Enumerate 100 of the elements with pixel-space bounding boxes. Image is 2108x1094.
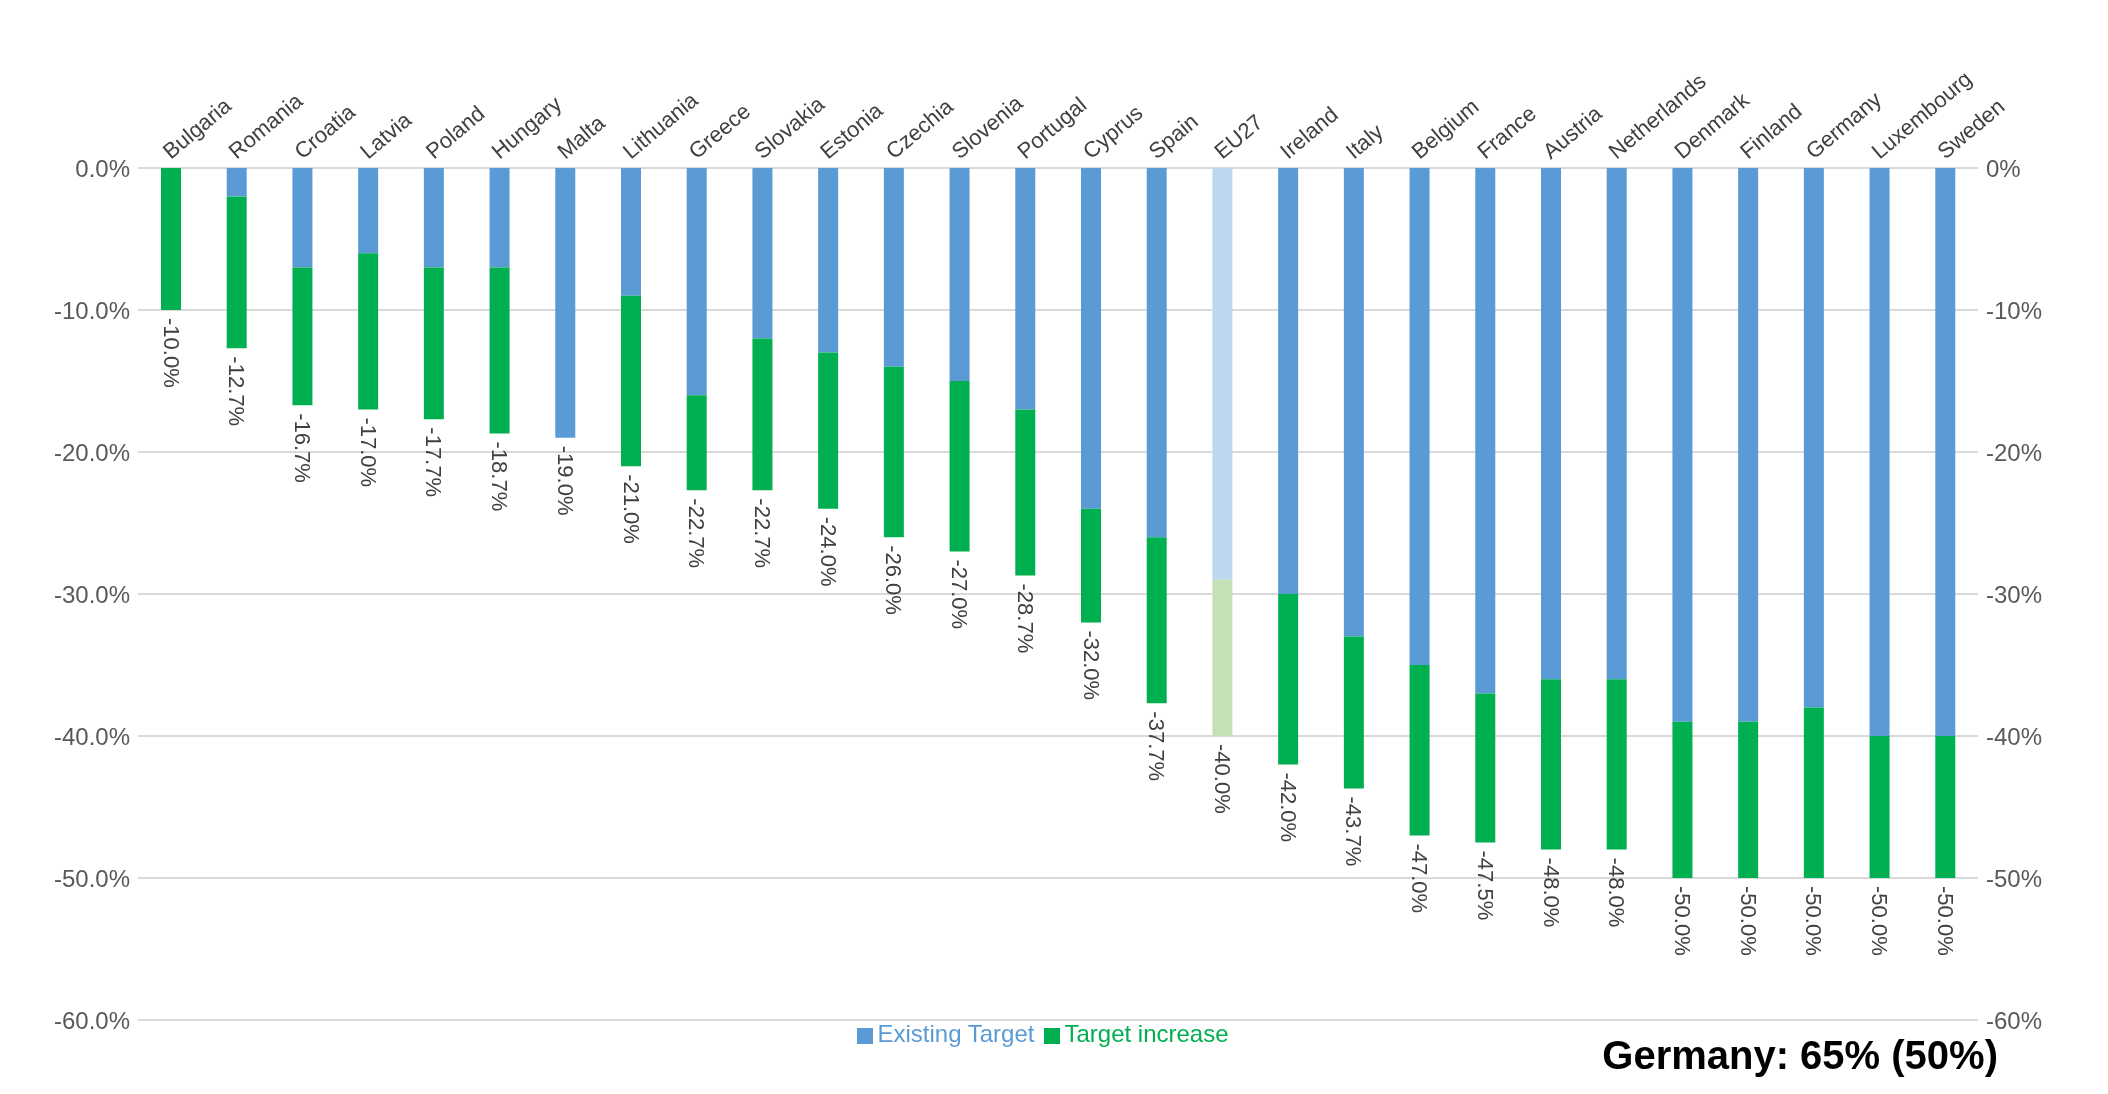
bar bbox=[423, 267, 444, 420]
bar bbox=[1738, 721, 1759, 878]
total-label: -47.0% bbox=[1407, 843, 1433, 914]
total-label: -17.7% bbox=[421, 427, 447, 498]
bar bbox=[423, 168, 444, 268]
bar bbox=[1475, 693, 1496, 843]
total-label: -24.0% bbox=[815, 516, 841, 587]
legend-label: Target increase bbox=[1064, 1020, 1229, 1047]
bar bbox=[949, 168, 970, 381]
total-label: -48.0% bbox=[1604, 857, 1630, 928]
bar bbox=[686, 395, 707, 491]
bar bbox=[1409, 665, 1430, 836]
y2-tick-label: -30% bbox=[1986, 580, 2043, 608]
legend-label: Existing Target bbox=[877, 1020, 1035, 1047]
bar bbox=[1278, 594, 1299, 765]
bar bbox=[1475, 168, 1496, 694]
total-label: -50.0% bbox=[1669, 886, 1695, 956]
bar bbox=[686, 168, 707, 396]
total-label: -50.0% bbox=[1932, 886, 1958, 956]
bar bbox=[1409, 168, 1430, 665]
bar bbox=[1803, 707, 1824, 878]
bar bbox=[1212, 168, 1233, 580]
bar bbox=[818, 352, 839, 509]
bar bbox=[1015, 409, 1036, 576]
bar bbox=[226, 168, 247, 197]
bar bbox=[1606, 679, 1627, 850]
bar bbox=[1803, 168, 1824, 708]
bar bbox=[489, 168, 510, 268]
bar bbox=[1278, 168, 1299, 594]
bar bbox=[818, 168, 839, 353]
bar bbox=[1212, 579, 1233, 736]
bar bbox=[883, 366, 904, 538]
total-label: -17.0% bbox=[355, 417, 381, 488]
bar bbox=[1343, 636, 1364, 789]
bar bbox=[1541, 168, 1561, 680]
total-label: -48.0% bbox=[1538, 857, 1564, 928]
total-label: -42.0% bbox=[1275, 772, 1301, 843]
total-label: -43.7% bbox=[1341, 796, 1367, 867]
bar bbox=[1081, 168, 1101, 509]
bar bbox=[1672, 721, 1693, 878]
bar bbox=[226, 196, 247, 349]
y2-tick-label: -40% bbox=[1986, 722, 2043, 750]
bar bbox=[292, 267, 313, 406]
total-label: -22.7% bbox=[684, 498, 710, 569]
total-label: -19.0% bbox=[552, 445, 578, 516]
y-tick-label: -60.0% bbox=[53, 1006, 130, 1034]
total-label: -50.0% bbox=[1735, 886, 1761, 956]
y-tick-label: -20.0% bbox=[53, 438, 130, 466]
total-label: -16.7% bbox=[289, 413, 315, 483]
y-tick-label: -30.0% bbox=[53, 580, 130, 608]
total-label: -18.7% bbox=[487, 441, 513, 512]
total-label: -50.0% bbox=[1801, 886, 1827, 956]
bar bbox=[358, 168, 379, 254]
bar bbox=[1869, 168, 1890, 736]
bar bbox=[1606, 168, 1627, 680]
bar bbox=[292, 168, 313, 268]
total-label: -40.0% bbox=[1209, 744, 1235, 814]
bar bbox=[1935, 736, 1956, 878]
bar bbox=[752, 338, 773, 491]
total-label: -27.0% bbox=[947, 559, 973, 630]
bar bbox=[1343, 168, 1364, 637]
bar bbox=[621, 295, 641, 467]
y2-tick-label: -60% bbox=[1986, 1006, 2043, 1034]
bar bbox=[1015, 168, 1036, 410]
y2-tick-label: -20% bbox=[1986, 438, 2043, 466]
y-tick-label: 0.0% bbox=[75, 154, 130, 182]
total-label: -47.5% bbox=[1472, 850, 1498, 921]
y-tick-label: -10.0% bbox=[53, 296, 130, 324]
y-tick-label: -50.0% bbox=[53, 864, 130, 892]
bar bbox=[621, 168, 641, 296]
total-label: -12.7% bbox=[224, 356, 250, 427]
total-label: -32.0% bbox=[1078, 630, 1104, 701]
bar bbox=[1146, 537, 1167, 704]
bar bbox=[1541, 679, 1561, 850]
total-label: -10.0% bbox=[158, 318, 184, 388]
total-label: -21.0% bbox=[618, 474, 644, 544]
y2-tick-label: 0% bbox=[1986, 154, 2021, 182]
total-label: -22.7% bbox=[749, 498, 775, 569]
text: Germany: 65% (50%) bbox=[1602, 1033, 1998, 1078]
y2-tick-label: -10% bbox=[1986, 296, 2043, 324]
x-tick-label: Italy bbox=[1340, 118, 1388, 164]
y2-tick-label: -50% bbox=[1986, 864, 2043, 892]
bar bbox=[161, 168, 181, 310]
y-tick-label: -40.0% bbox=[53, 722, 130, 750]
bar bbox=[1081, 508, 1101, 623]
bar bbox=[489, 267, 510, 434]
total-label: -37.7% bbox=[1144, 711, 1170, 782]
bar bbox=[555, 168, 576, 438]
bar bbox=[883, 168, 904, 367]
total-label: -26.0% bbox=[881, 545, 907, 615]
bar bbox=[1672, 168, 1693, 722]
bar bbox=[1146, 168, 1167, 538]
total-label: -50.0% bbox=[1867, 886, 1893, 956]
bar bbox=[1738, 168, 1759, 722]
bar bbox=[949, 381, 970, 552]
bar bbox=[752, 168, 773, 339]
bar bbox=[358, 253, 379, 410]
total-label: -28.7% bbox=[1012, 583, 1038, 654]
bar bbox=[1869, 736, 1890, 878]
bar bbox=[1935, 168, 1956, 736]
